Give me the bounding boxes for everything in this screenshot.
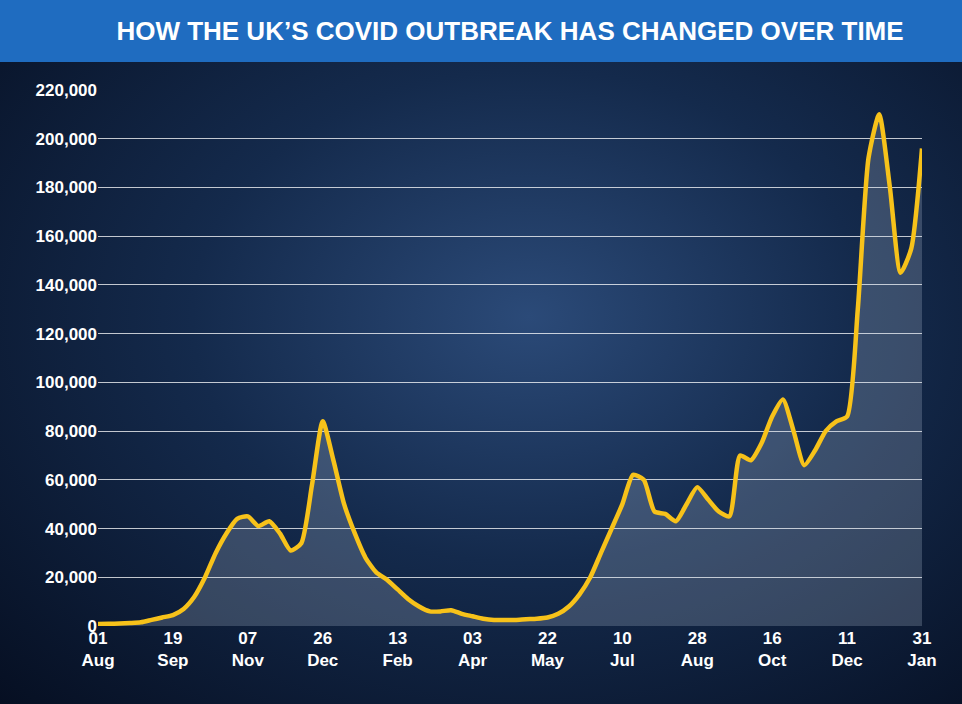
svg-text:11Dec: 11Dec [831,629,862,670]
svg-text:22May: 22May [531,629,565,670]
svg-text:140,000: 140,000 [36,276,97,295]
svg-text:13Feb: 13Feb [383,629,413,670]
svg-text:HOW THE UK’S COVID OUTBREAK HA: HOW THE UK’S COVID OUTBREAK HAS CHANGED … [116,16,903,46]
svg-text:100,000: 100,000 [36,373,97,392]
svg-text:220,000: 220,000 [36,81,97,100]
svg-text:07Nov: 07Nov [232,629,265,670]
svg-text:10Jul: 10Jul [610,629,635,670]
svg-text:200,000: 200,000 [36,130,97,149]
svg-text:26Dec: 26Dec [307,629,338,670]
svg-text:60,000: 60,000 [45,471,97,490]
svg-text:0: 0 [88,617,97,636]
svg-text:03Apr: 03Apr [458,629,488,670]
svg-text:16Oct: 16Oct [758,629,787,670]
svg-text:160,000: 160,000 [36,227,97,246]
svg-text:20,000: 20,000 [45,568,97,587]
svg-text:31Jan: 31Jan [907,629,936,670]
svg-text:180,000: 180,000 [36,178,97,197]
svg-text:120,000: 120,000 [36,325,97,344]
svg-text:28Aug: 28Aug [681,629,714,670]
svg-text:40,000: 40,000 [45,520,97,539]
svg-text:80,000: 80,000 [45,422,97,441]
svg-text:19Sep: 19Sep [157,629,188,670]
svg-text:01Aug: 01Aug [81,629,114,670]
